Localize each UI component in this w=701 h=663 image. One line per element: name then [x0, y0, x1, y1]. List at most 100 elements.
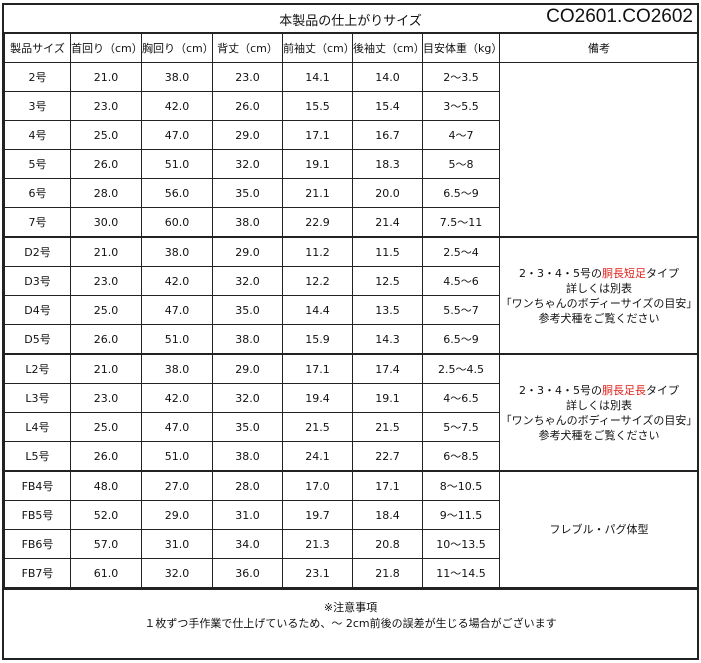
value-cell: 38.0: [212, 441, 283, 472]
value-cell: 21.4: [352, 207, 423, 238]
value-cell: 47.0: [141, 120, 213, 150]
value-cell: 42.0: [141, 266, 213, 296]
size-cell: D4号: [4, 295, 71, 325]
value-cell: 35.0: [212, 295, 283, 325]
size-chart: 本製品の仕上がりサイズ CO2601.CO2602 製品サイズ 首回り（cm） 胸回…: [2, 3, 699, 660]
column-header: 前袖丈（cm）: [282, 33, 355, 63]
value-cell: 20.8: [352, 529, 423, 559]
remark-line: 参考犬種をご覧ください: [538, 428, 660, 442]
value-cell: 15.9: [282, 324, 353, 355]
column-header: 後袖丈（cm）: [352, 33, 425, 63]
value-cell: 26.0: [70, 441, 142, 472]
value-cell: 17.1: [282, 120, 353, 150]
table-row: L5号 26.0 51.0 38.0 24.1 22.7 6～8.5: [4, 441, 699, 472]
value-cell: 42.0: [141, 91, 213, 121]
remark-line: 「ワンちゃんのボディーサイズの目安」: [500, 296, 698, 310]
value-cell: 16.7: [352, 120, 423, 150]
value-cell: 26.0: [70, 324, 142, 355]
value-cell: 15.4: [352, 91, 423, 121]
size-cell: L4号: [4, 412, 71, 442]
table-row: D2号 21.0 38.0 29.0 11.2 11.5 2.5～4 2・3・4・5号の胴長短…: [4, 236, 699, 355]
value-cell: 21.5: [352, 412, 423, 442]
table-row: D4号 25.0 47.0 35.0 14.4 13.5 5.5～7: [4, 295, 699, 325]
value-cell: 11～14.5: [422, 558, 500, 588]
size-cell: L2号: [4, 353, 71, 384]
value-cell: 47.0: [141, 412, 213, 442]
table-row: L4号 25.0 47.0 35.0 21.5 21.5 5～7.5: [4, 412, 699, 442]
value-cell: 28.0: [212, 470, 283, 501]
size-cell: 4号: [4, 120, 71, 150]
value-cell: 8～10.5: [422, 470, 500, 501]
size-cell: L3号: [4, 383, 71, 413]
value-cell: 3～5.5: [422, 91, 500, 121]
value-cell: 30.0: [70, 207, 142, 238]
column-header: 胸回り（cm）: [141, 33, 214, 63]
value-cell: 29.0: [212, 236, 283, 267]
column-header: 背丈（cm）: [212, 33, 283, 63]
value-cell: 23.0: [212, 62, 283, 92]
value-cell: 31.0: [212, 500, 283, 530]
value-cell: 5.5～7: [422, 295, 500, 325]
column-header: 備考: [499, 33, 699, 63]
highlight-text: 胴長足長: [602, 383, 646, 397]
value-cell: 4～6.5: [422, 383, 500, 413]
value-cell: 2～3.5: [422, 62, 500, 92]
value-cell: 5～8: [422, 149, 500, 179]
value-cell: 13.5: [352, 295, 423, 325]
value-cell: 57.0: [70, 529, 142, 559]
value-cell: 25.0: [70, 412, 142, 442]
column-header: 目安体重（kg）: [422, 33, 502, 63]
highlight-text: 胴長短足: [602, 266, 646, 280]
table-row: 3号 23.0 42.0 26.0 15.5 15.4 3～5.5: [4, 91, 699, 121]
value-cell: 32.0: [212, 149, 283, 179]
value-cell: 12.5: [352, 266, 423, 296]
value-cell: 19.1: [352, 383, 423, 413]
value-cell: 10～13.5: [422, 529, 500, 559]
product-code: CO2601.CO2602: [546, 6, 693, 27]
table-row: 2号 21.0 38.0 23.0 14.1 14.0 2～3.5: [4, 62, 699, 238]
value-cell: 35.0: [212, 178, 283, 208]
table-row: FB5号 52.0 29.0 31.0 19.7 18.4 9～11.5: [4, 500, 699, 530]
value-cell: 32.0: [212, 383, 283, 413]
value-cell: 15.5: [282, 91, 353, 121]
value-cell: 22.7: [352, 441, 423, 472]
value-cell: 19.7: [282, 500, 353, 530]
size-cell: 2号: [4, 62, 71, 92]
size-cell: D5号: [4, 324, 71, 355]
remarks-cell: 2・3・4・5号の胴長足長タイプ 詳しくは別表 「ワンちゃんのボディーサイズの目安」…: [499, 353, 699, 472]
value-cell: 61.0: [70, 558, 142, 588]
value-cell: 21.5: [282, 412, 353, 442]
remark-line: 詳しくは別表: [566, 281, 632, 295]
value-cell: 23.0: [70, 266, 142, 296]
value-cell: 38.0: [212, 324, 283, 355]
footer-heading: ※注意事項: [323, 601, 378, 614]
value-cell: 51.0: [141, 324, 213, 355]
value-cell: 11.2: [282, 236, 353, 267]
value-cell: 21.0: [70, 62, 142, 92]
value-cell: 56.0: [141, 178, 213, 208]
value-cell: 51.0: [141, 149, 213, 179]
size-cell: 5号: [4, 149, 71, 179]
value-cell: 19.4: [282, 383, 353, 413]
value-cell: 6～8.5: [422, 441, 500, 472]
value-cell: 26.0: [70, 149, 142, 179]
value-cell: 11.5: [352, 236, 423, 267]
value-cell: 17.0: [282, 470, 353, 501]
value-cell: 23.0: [70, 383, 142, 413]
value-cell: 2.5～4: [422, 236, 500, 267]
value-cell: 6.5～9: [422, 324, 500, 355]
remark-text: 2・3・4・5号の: [519, 266, 602, 280]
size-cell: FB6号: [4, 529, 71, 559]
remark-line: 「ワンちゃんのボディーサイズの目安」: [500, 413, 698, 427]
value-cell: 51.0: [141, 441, 213, 472]
value-cell: 21.8: [352, 558, 423, 588]
table-row: 5号 26.0 51.0 32.0 19.1 18.3 5～8: [4, 149, 699, 179]
value-cell: 2.5～4.5: [422, 353, 500, 384]
value-cell: 32.0: [141, 558, 213, 588]
size-cell: FB4号: [4, 470, 71, 501]
remark-line: 2・3・4・5号の胴長短足タイプ: [500, 266, 698, 281]
table-row: FB6号 57.0 31.0 34.0 21.3 20.8 10～13.5: [4, 529, 699, 559]
value-cell: 5～7.5: [422, 412, 500, 442]
value-cell: 47.0: [141, 295, 213, 325]
value-cell: 14.4: [282, 295, 353, 325]
